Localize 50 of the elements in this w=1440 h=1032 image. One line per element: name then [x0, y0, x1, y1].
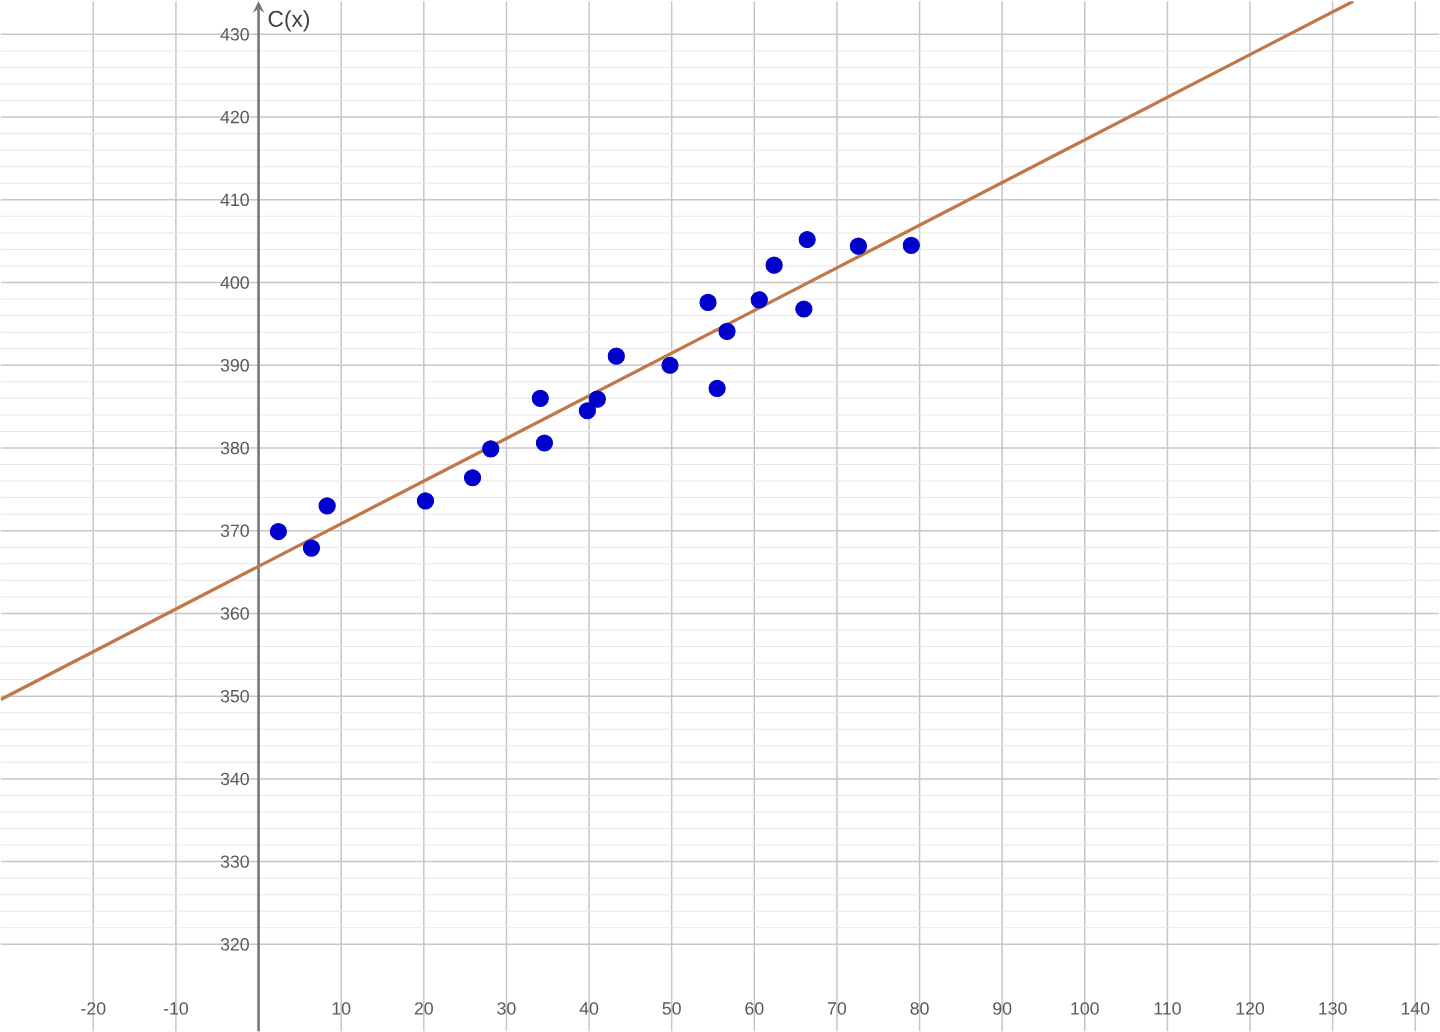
x-tick-label: 10 [332, 1001, 351, 1015]
point [531, 389, 549, 407]
point [661, 356, 679, 374]
x-tick-label: 40 [579, 1001, 599, 1015]
point [269, 522, 287, 540]
x-tick-label: -10 [163, 1001, 189, 1015]
x-tick-label: 140 [1401, 1001, 1430, 1015]
point [902, 236, 920, 254]
point [699, 293, 717, 311]
point [718, 322, 736, 340]
x-tick-label: -20 [81, 1001, 106, 1015]
x-tick-label: 50 [662, 1001, 681, 1015]
point [302, 539, 321, 557]
y-tick-label: 370 [220, 524, 249, 537]
point [318, 497, 336, 515]
y-tick-label: 390 [220, 358, 249, 372]
x-tick-label: 90 [993, 1001, 1012, 1015]
y-tick-label: 420 [220, 110, 249, 124]
y-tick-label: 340 [220, 772, 249, 785]
y-tick-label: 330 [220, 855, 249, 868]
x-tick-label: 20 [414, 1001, 433, 1015]
x-tick-label: 80 [910, 1001, 929, 1015]
point [765, 256, 783, 274]
point [708, 379, 726, 397]
y-tick-label: 430 [220, 27, 249, 41]
x-tick-label: 70 [827, 1001, 847, 1015]
point [798, 230, 816, 248]
y-axis-title: C(x) [268, 9, 310, 32]
x-tick-label: 110 [1154, 1001, 1181, 1015]
y-tick-label: 380 [220, 441, 249, 454]
point [416, 492, 435, 510]
x-tick-label: 30 [497, 1001, 516, 1015]
point [463, 468, 482, 487]
x-tick-label: 100 [1071, 1001, 1099, 1015]
y-tick-label: 410 [220, 193, 249, 206]
point [578, 401, 596, 420]
point [849, 237, 867, 255]
x-tick-label: 120 [1236, 1001, 1265, 1015]
y-tick-label: 360 [220, 606, 249, 620]
y-tick-label: 320 [220, 937, 249, 951]
x-tick-label: 60 [745, 1001, 764, 1015]
point [750, 291, 768, 309]
x-tick-label: 130 [1319, 1001, 1347, 1015]
point [535, 434, 554, 452]
point [482, 439, 500, 458]
point [607, 347, 625, 365]
y-tick-label: 350 [220, 689, 249, 703]
point [588, 390, 606, 408]
point [795, 300, 813, 318]
y-tick-label: 400 [220, 276, 249, 289]
